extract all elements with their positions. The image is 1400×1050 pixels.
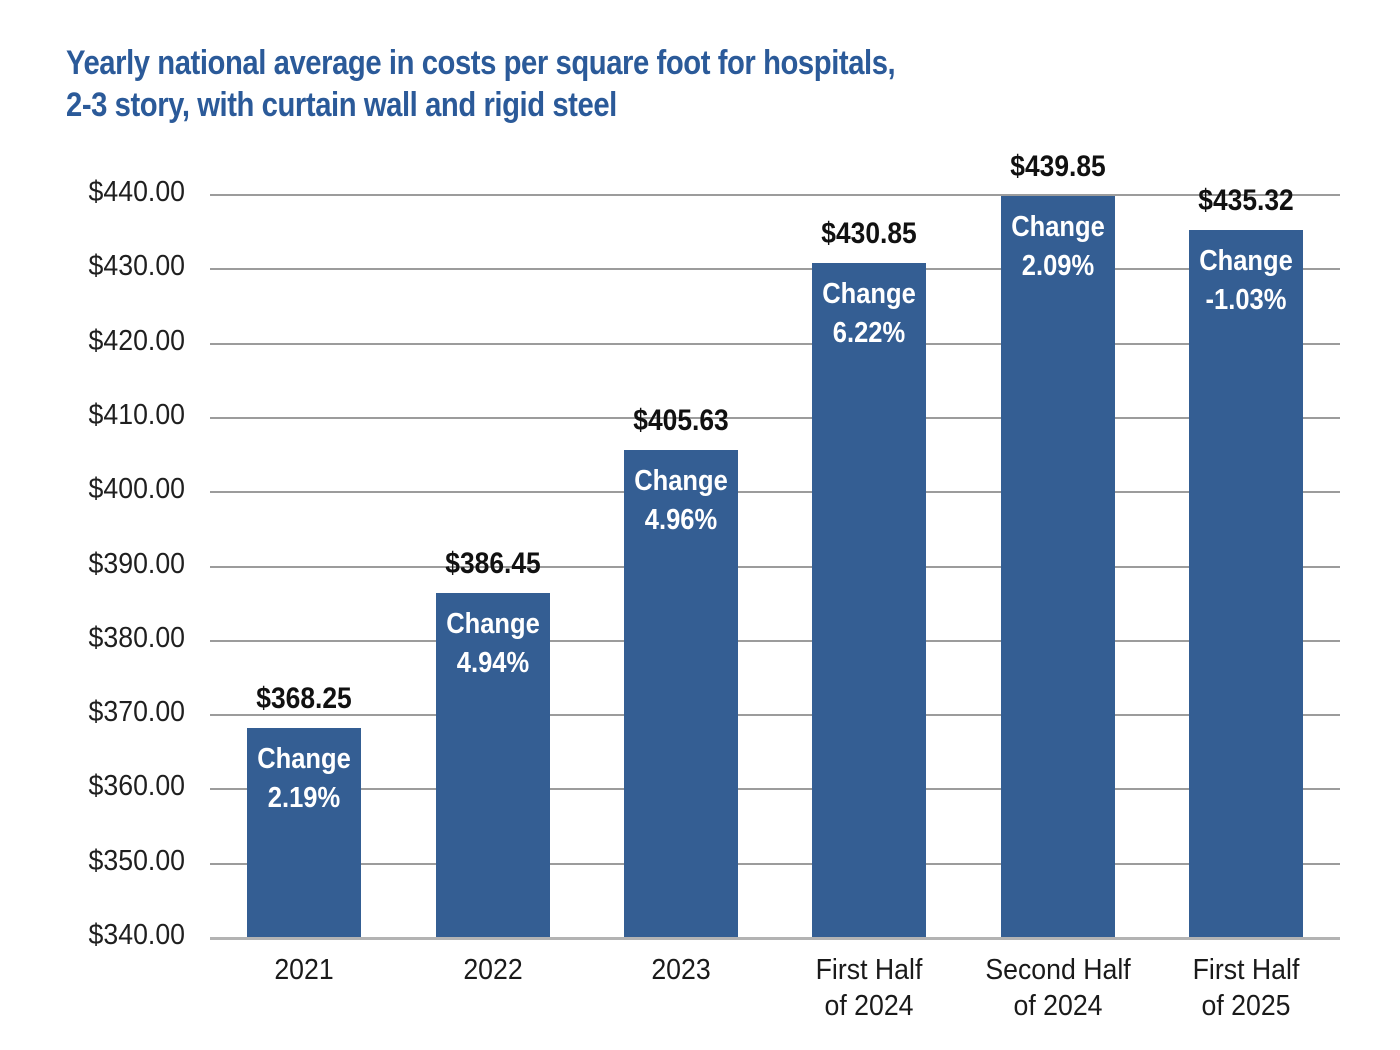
y-axis-label: $360.00 [88,770,185,803]
y-axis-label: $390.00 [88,547,185,580]
chart-title-line-1: Yearly national average in costs per squ… [66,44,896,82]
y-axis-label: $340.00 [88,919,185,951]
bar-change-label: Change 2.19% [257,743,351,815]
x-axis-label: 2022 [462,954,523,986]
bar [623,450,738,938]
x-axis-label: Second Half of 2024 [984,954,1131,1022]
y-axis-label: $370.00 [88,696,185,729]
bar-change-label: Change 4.96% [634,465,728,537]
bar-change-label: Change 2.09% [1010,211,1105,283]
bar [435,592,550,938]
x-axis-label: 2021 [274,954,334,986]
gridline [210,714,1340,717]
chart-title-line-2: 2-3 story, with curtain wall and rigid s… [66,86,617,124]
y-axis-label: $440.00 [88,176,185,208]
x-axis-label: 2023 [651,954,711,986]
y-axis-label: $410.00 [88,398,185,431]
y-axis-label: $420.00 [88,324,185,357]
gridline [210,342,1340,345]
gridline [210,491,1340,494]
y-axis-label: $380.00 [88,621,185,654]
x-axis-label: First Half of 2025 [1192,954,1300,1022]
bar [812,262,927,938]
gridline [210,639,1340,642]
gridline [210,565,1340,568]
gridline [210,416,1340,419]
bar-value-label: $368.25 [256,682,352,716]
y-axis-label: $430.00 [88,250,185,283]
bar-change-label: Change 4.94% [445,607,540,679]
bar [1188,229,1303,938]
y-axis-label: $350.00 [88,844,185,877]
baseline-axis [210,937,1340,940]
y-axis-label: $400.00 [88,473,185,506]
x-axis-label: First Half of 2024 [815,954,923,1022]
bar [1000,196,1115,938]
bar-change-label: Change 6.22% [822,277,916,349]
bar-value-label: $439.85 [1009,150,1106,184]
bar-value-label: $386.45 [444,546,541,580]
chart-title: Yearly national average in costs per squ… [66,42,896,126]
gridline [210,194,1340,196]
bar-value-label: $430.85 [821,216,917,250]
gridline [210,862,1340,865]
gridline [210,268,1340,271]
bar [247,728,362,938]
gridline [210,788,1340,791]
bar-value-label: $435.32 [1198,183,1294,217]
bar-value-label: $405.63 [633,404,729,438]
bar-change-label: Change -1.03% [1199,244,1293,316]
